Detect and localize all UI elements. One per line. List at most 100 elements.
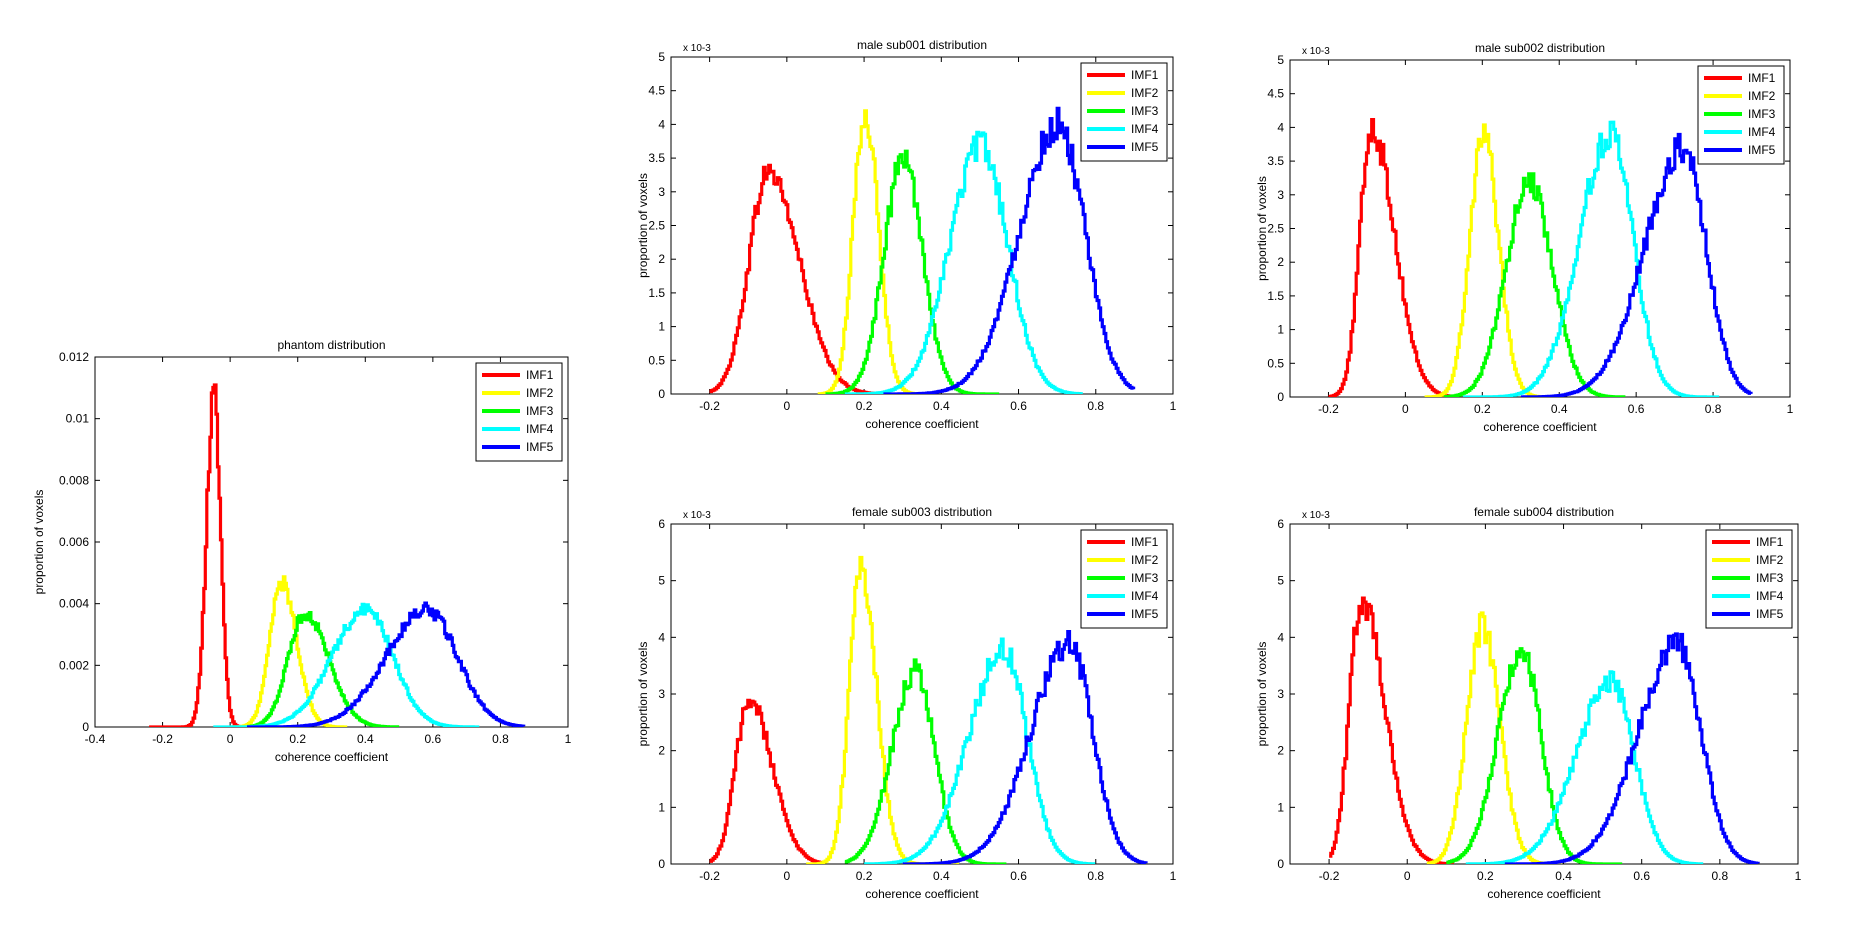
y-tick-label: 0 bbox=[1277, 857, 1284, 871]
x-tick-label: 0.4 bbox=[933, 869, 950, 883]
y-tick-label: 1.5 bbox=[648, 286, 665, 300]
x-tick-label: -0.2 bbox=[699, 399, 720, 413]
chart-panel-4: female sub003 distribution x 10-3 -0.2 0 0.2… bbox=[636, 505, 1177, 901]
legend-label: IMF2 bbox=[1131, 86, 1159, 100]
x-tick-label: 0.8 bbox=[1705, 402, 1722, 416]
y-tick-label: 0.5 bbox=[648, 353, 665, 367]
y-axis-label: proportion of voxels bbox=[1255, 642, 1269, 747]
x-tick-label: 0.4 bbox=[1555, 869, 1572, 883]
legend-label: IMF4 bbox=[526, 422, 554, 436]
x-tick-label: 0 bbox=[227, 732, 234, 746]
x-tick-label: 0 bbox=[784, 399, 791, 413]
y-tick-label: 4 bbox=[658, 630, 665, 644]
x-tick-label: 0 bbox=[1402, 402, 1409, 416]
chart-panel-5: female sub004 distribution x 10-3 -0.2 0 0.2… bbox=[1255, 505, 1802, 901]
chart-panel-1: phantom distribution -0.4 -0.2 0 0.2 0.4 0.6 0.… bbox=[32, 338, 572, 764]
x-axis-label: coherence coefficient bbox=[865, 887, 979, 901]
legend-label: IMF5 bbox=[1756, 607, 1784, 621]
legend-label: IMF1 bbox=[1756, 535, 1784, 549]
y-tick-label: 2 bbox=[1277, 255, 1284, 269]
x-tick-label: 0.8 bbox=[1712, 869, 1729, 883]
chart-title: female sub004 distribution bbox=[1474, 505, 1614, 519]
x-tick-label: 0.6 bbox=[1010, 399, 1027, 413]
x-tick-label: 0.2 bbox=[1477, 869, 1494, 883]
chart-title: female sub003 distribution bbox=[852, 505, 992, 519]
x-tick-label: 1 bbox=[1787, 402, 1794, 416]
x-tick-label: 0.8 bbox=[1087, 399, 1104, 413]
x-axis-label: coherence coefficient bbox=[1483, 420, 1597, 434]
legend-label: IMF3 bbox=[1131, 104, 1159, 118]
series-group bbox=[709, 106, 1136, 394]
y-tick-label: 4 bbox=[1277, 630, 1284, 644]
series-line-imf4 bbox=[1463, 120, 1720, 397]
legend-label: IMF5 bbox=[1131, 140, 1159, 154]
y-tick-label: 3.5 bbox=[648, 151, 665, 165]
y-tick-label: 2.5 bbox=[648, 219, 665, 233]
x-tick-label: 1 bbox=[1795, 869, 1802, 883]
x-tick-label: 0.4 bbox=[1551, 402, 1568, 416]
y-tick-label: 2 bbox=[1277, 744, 1284, 758]
series-line-imf5 bbox=[1520, 132, 1753, 397]
y-tick-label: 0.5 bbox=[1267, 356, 1284, 370]
y-tick-label: 0.01 bbox=[66, 412, 90, 426]
legend-label: IMF5 bbox=[1748, 143, 1776, 157]
x-tick-label: 0.4 bbox=[933, 399, 950, 413]
legend-label: IMF2 bbox=[1131, 553, 1159, 567]
legend-label: IMF1 bbox=[1131, 68, 1159, 82]
x-tick-label: 0.8 bbox=[492, 732, 509, 746]
legend-label: IMF5 bbox=[1131, 607, 1159, 621]
y-tick-label: 4.5 bbox=[648, 84, 665, 98]
x-tick-label: -0.4 bbox=[85, 732, 106, 746]
y-tick-label: 4 bbox=[658, 117, 665, 131]
y-tick-label: 2.5 bbox=[1267, 222, 1284, 236]
legend: IMF1 IMF2 IMF3 IMF4 IMF5 bbox=[1705, 529, 1793, 629]
x-tick-label: 0.8 bbox=[1087, 869, 1104, 883]
legend: IMF1 IMF2 IMF3 IMF4 IMF5 bbox=[1080, 62, 1168, 162]
y-tick-label: 3.5 bbox=[1267, 154, 1284, 168]
chart-panel-2: male sub001 distribution x 10-3 -0.2 0 0.2 0.… bbox=[636, 38, 1177, 431]
y-axis-exponent: x 10-3 bbox=[683, 43, 711, 54]
x-axis-label: coherence coefficient bbox=[865, 417, 979, 431]
y-axis-exponent: x 10-3 bbox=[683, 510, 711, 521]
chart-title: phantom distribution bbox=[277, 338, 385, 352]
series-group bbox=[709, 555, 1148, 864]
series-line-imf3 bbox=[1446, 647, 1623, 864]
y-axis-label: proportion of voxels bbox=[1255, 176, 1269, 281]
x-tick-label: 0.2 bbox=[856, 399, 873, 413]
chart-title: male sub001 distribution bbox=[857, 38, 987, 52]
y-tick-label: 5 bbox=[658, 574, 665, 588]
x-tick-label: 0.6 bbox=[425, 732, 442, 746]
x-tick-label: 1 bbox=[1170, 399, 1177, 413]
x-tick-label: 0 bbox=[1404, 869, 1411, 883]
x-tick-label: 0.2 bbox=[289, 732, 306, 746]
x-tick-label: 0 bbox=[784, 869, 791, 883]
legend-label: IMF1 bbox=[1131, 535, 1159, 549]
x-tick-label: 0.6 bbox=[1628, 402, 1645, 416]
legend-label: IMF2 bbox=[526, 386, 554, 400]
legend-label: IMF4 bbox=[1131, 589, 1159, 603]
series-group bbox=[149, 383, 526, 727]
x-tick-label: 0.4 bbox=[357, 732, 374, 746]
y-axis-label: proportion of voxels bbox=[636, 642, 650, 747]
legend-label: IMF4 bbox=[1756, 589, 1784, 603]
legend-label: IMF4 bbox=[1131, 122, 1159, 136]
y-tick-label: 2 bbox=[658, 744, 665, 758]
legend-label: IMF4 bbox=[1748, 125, 1776, 139]
x-tick-label: 1 bbox=[565, 732, 572, 746]
series-line-imf4 bbox=[1465, 670, 1704, 864]
legend-label: IMF3 bbox=[1131, 571, 1159, 585]
y-tick-label: 0.012 bbox=[59, 350, 89, 364]
legend-label: IMF3 bbox=[1748, 107, 1776, 121]
x-tick-label: -0.2 bbox=[1319, 869, 1340, 883]
series-line-imf4 bbox=[864, 637, 1096, 864]
series-line-imf3 bbox=[825, 149, 1000, 394]
y-tick-label: 3 bbox=[658, 185, 665, 199]
y-tick-label: 1 bbox=[658, 320, 665, 334]
y-tick-label: 0.004 bbox=[59, 597, 89, 611]
y-tick-label: 1.5 bbox=[1267, 289, 1284, 303]
legend-label: IMF2 bbox=[1748, 89, 1776, 103]
x-tick-label: -0.2 bbox=[699, 869, 720, 883]
series-line-imf3 bbox=[247, 610, 400, 727]
y-tick-label: 0.006 bbox=[59, 535, 89, 549]
